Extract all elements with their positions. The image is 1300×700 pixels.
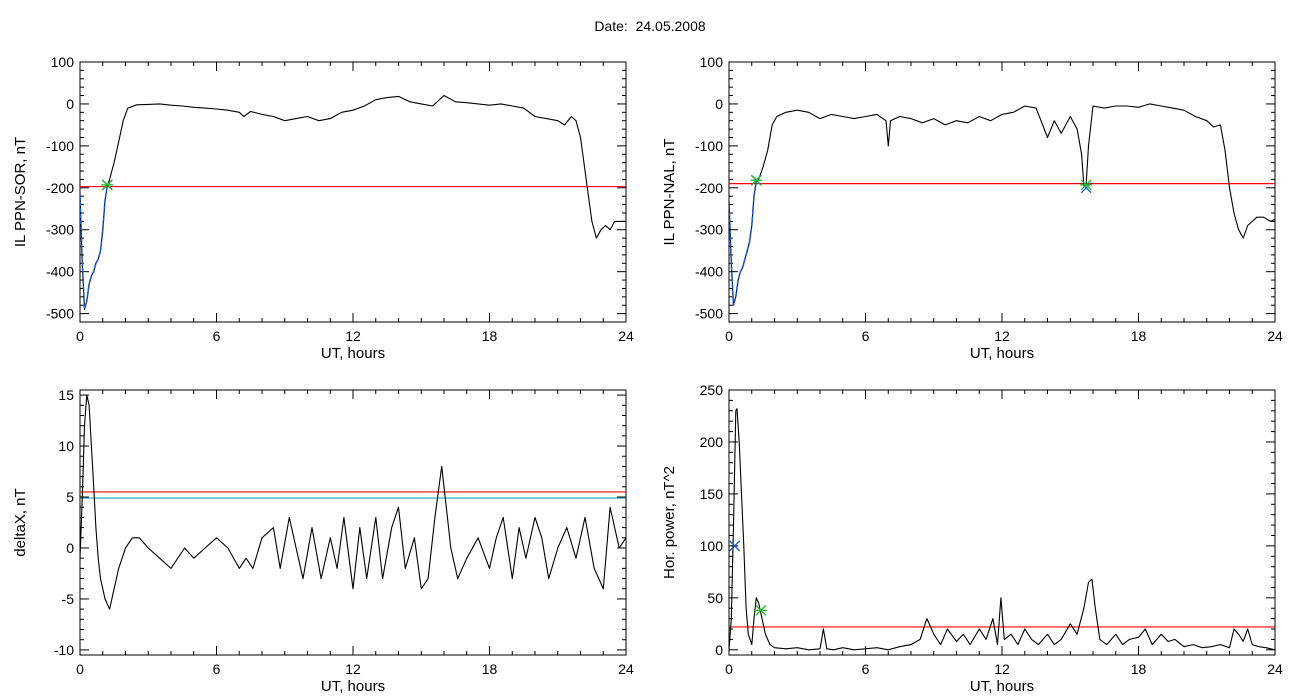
series-line bbox=[729, 103, 1275, 306]
y-tick-label: 0 bbox=[66, 96, 74, 112]
series-line bbox=[80, 394, 626, 610]
x-tick-label: 6 bbox=[862, 661, 870, 677]
x-tick-label: 24 bbox=[618, 661, 634, 677]
x-tick-label: 0 bbox=[76, 328, 84, 344]
y-tick-label: 100 bbox=[51, 54, 75, 70]
y-tick-label: -400 bbox=[46, 264, 74, 280]
y-tick-label: 150 bbox=[700, 486, 724, 502]
y-tick-label: 0 bbox=[715, 96, 723, 112]
y-axis-label: Hor. power, nT^2 bbox=[661, 466, 678, 579]
x-axis-label: UT, hours bbox=[970, 345, 1034, 362]
y-tick-label: 0 bbox=[66, 540, 74, 556]
x-tick-label: 12 bbox=[994, 661, 1010, 677]
plot-data-area bbox=[80, 94, 626, 311]
plot-frame bbox=[728, 61, 1276, 323]
chart-panel-1: 0 6 12 18 24 100 0 -100 -200 -300 -400 -500 UT, hour… bbox=[12, 54, 634, 362]
x-tick-label: 6 bbox=[213, 328, 221, 344]
x-tick-label: 0 bbox=[725, 661, 733, 677]
x-tick-label: 18 bbox=[1131, 328, 1147, 344]
y-tick-label: 50 bbox=[707, 590, 723, 606]
plot-data-area bbox=[729, 408, 1275, 651]
x-tick-label: 6 bbox=[213, 661, 221, 677]
series-line bbox=[729, 408, 1275, 651]
asterisk-marker bbox=[750, 174, 763, 186]
y-tick-label: -10 bbox=[54, 642, 74, 658]
x-tick-label: 18 bbox=[1131, 661, 1147, 677]
y-tick-label: -300 bbox=[46, 222, 74, 238]
marker-stroke bbox=[729, 540, 741, 552]
y-tick-label: 250 bbox=[700, 382, 724, 398]
y-tick-label: -100 bbox=[695, 138, 723, 154]
x-tick-label: 18 bbox=[482, 661, 498, 677]
plot-frame bbox=[79, 61, 627, 323]
y-tick-label: 100 bbox=[700, 54, 724, 70]
y-axis-label: deltaX, nT bbox=[12, 488, 29, 556]
x-tick-label: 12 bbox=[345, 661, 361, 677]
y-tick-label: -5 bbox=[62, 591, 75, 607]
asterisk-marker bbox=[1080, 179, 1093, 191]
x-tick-label: 24 bbox=[1267, 661, 1283, 677]
series-line bbox=[80, 183, 111, 311]
plot-data-area bbox=[729, 103, 1275, 307]
x-axis-label: UT, hours bbox=[321, 678, 385, 695]
x-tick-label: 0 bbox=[76, 661, 84, 677]
y-tick-label: -500 bbox=[46, 306, 74, 322]
series-line bbox=[80, 94, 626, 310]
asterisk-marker bbox=[101, 179, 114, 191]
x-axis-label: UT, hours bbox=[321, 345, 385, 362]
x-tick-label: 6 bbox=[862, 328, 870, 344]
x-tick-label: 0 bbox=[725, 328, 733, 344]
chart-panel-4: 0 6 12 18 24 250 200 150 100 50 0 UT, hours Hor. pow… bbox=[661, 382, 1283, 695]
plot-frame bbox=[79, 389, 627, 656]
figure-title: Date: 24.05.2008 bbox=[594, 18, 706, 34]
x-tick-label: 24 bbox=[618, 328, 634, 344]
y-tick-label: -100 bbox=[46, 138, 74, 154]
plot-data-area bbox=[80, 394, 626, 610]
y-tick-label: 15 bbox=[58, 387, 74, 403]
chart-panel-2: 0 6 12 18 24 100 0 -100 -200 -300 -400 -500 UT, hour… bbox=[661, 54, 1283, 362]
y-tick-label: 10 bbox=[58, 438, 74, 454]
series-line bbox=[729, 181, 758, 307]
y-tick-label: -200 bbox=[46, 180, 74, 196]
y-tick-label: 0 bbox=[715, 642, 723, 658]
x-tick-label: 12 bbox=[994, 328, 1010, 344]
y-tick-label: -300 bbox=[695, 222, 723, 238]
y-axis-label: IL PPN-SOR, nT bbox=[12, 137, 29, 247]
y-tick-label: 100 bbox=[700, 538, 724, 554]
y-tick-label: 200 bbox=[700, 434, 724, 450]
y-tick-label: -200 bbox=[695, 180, 723, 196]
y-axis-label: IL PPN-NAL, nT bbox=[661, 139, 678, 246]
chart-panel-3: 0 6 12 18 24 15 10 5 0 -5 -10 UT, hours deltaX, nT bbox=[12, 387, 634, 695]
y-tick-label: 5 bbox=[66, 489, 74, 505]
x-marker bbox=[729, 540, 741, 552]
x-tick-label: 12 bbox=[345, 328, 361, 344]
asterisk-marker bbox=[754, 604, 767, 616]
y-tick-label: -500 bbox=[695, 306, 723, 322]
y-tick-label: -400 bbox=[695, 264, 723, 280]
x-tick-label: 24 bbox=[1267, 328, 1283, 344]
x-axis-label: UT, hours bbox=[970, 678, 1034, 695]
x-tick-label: 18 bbox=[482, 328, 498, 344]
